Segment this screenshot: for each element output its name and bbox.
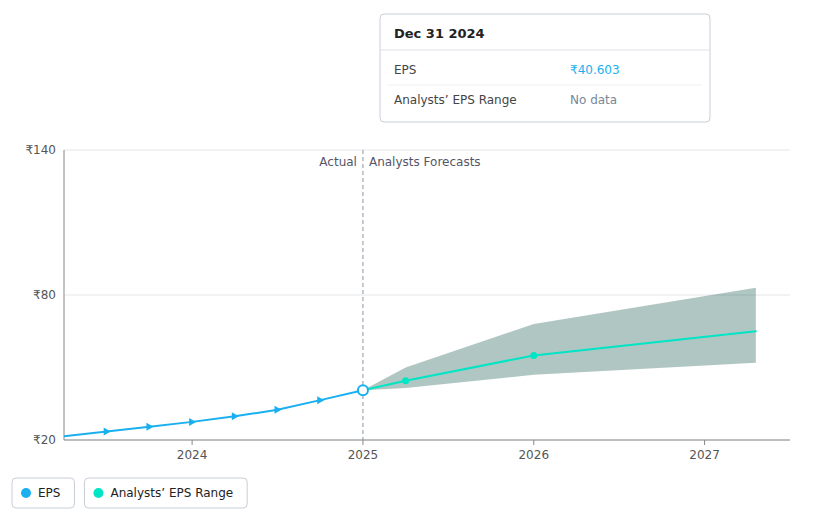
y-axis-line [64,150,65,440]
point-marker [232,412,239,420]
legend-box [84,478,247,508]
series-line [363,331,756,390]
x-tick-label: 2026 [518,448,549,462]
legend-box [12,478,74,508]
grid [64,150,790,440]
x-tick-label: 2025 [348,448,379,462]
x-axis-line [64,440,790,441]
series-line [64,390,363,436]
chart: ₹20 ₹80 ₹140 2024 2025 2026 2027 Actual Analysts… [0,0,821,520]
y-tick-label: ₹140 [25,143,56,157]
grid-line [64,150,790,151]
point-marker [317,396,324,404]
x-tick [192,440,193,445]
point-marker [402,377,409,384]
range-band [363,288,756,390]
legend-label: Analysts’ EPS Range [110,486,233,500]
point-marker [146,423,153,431]
y-tick-label: ₹80 [33,288,56,302]
x-tick-label: 2027 [689,448,720,462]
legend-swatch [21,488,31,498]
legend-swatch [93,488,103,498]
tooltip-box [380,14,710,122]
legend: EPS Analysts’ EPS Range [12,478,247,508]
grid-line [64,440,790,441]
tooltip-separator [380,50,710,51]
tooltip-row-value: No data [570,93,617,107]
plot-area [64,150,756,440]
point-marker [275,406,282,414]
tooltip-point [358,385,368,395]
x-tick [362,440,363,445]
point-marker [530,352,537,359]
tooltip-row-label: EPS [394,63,416,77]
point-marker [189,418,196,426]
y-tick-label: ₹20 [33,433,56,447]
legend-label: EPS [38,486,60,500]
tooltip-row-label: Analysts’ EPS Range [394,93,517,107]
region-label: Actual [319,155,357,169]
tooltip: Dec 31 2024 EPS ₹40.603 Analysts’ EPS Range… [380,14,710,122]
tooltip-separator [388,85,702,86]
tooltip-title: Dec 31 2024 [394,26,485,41]
divider-line [362,150,363,440]
x-tick [533,440,534,445]
region-label: Analysts Forecasts [369,155,481,169]
point-marker [104,428,111,436]
tooltip-row-value: ₹40.603 [570,63,620,77]
x-tick [704,440,705,445]
grid-line [64,295,790,296]
x-tick-label: 2024 [177,448,208,462]
